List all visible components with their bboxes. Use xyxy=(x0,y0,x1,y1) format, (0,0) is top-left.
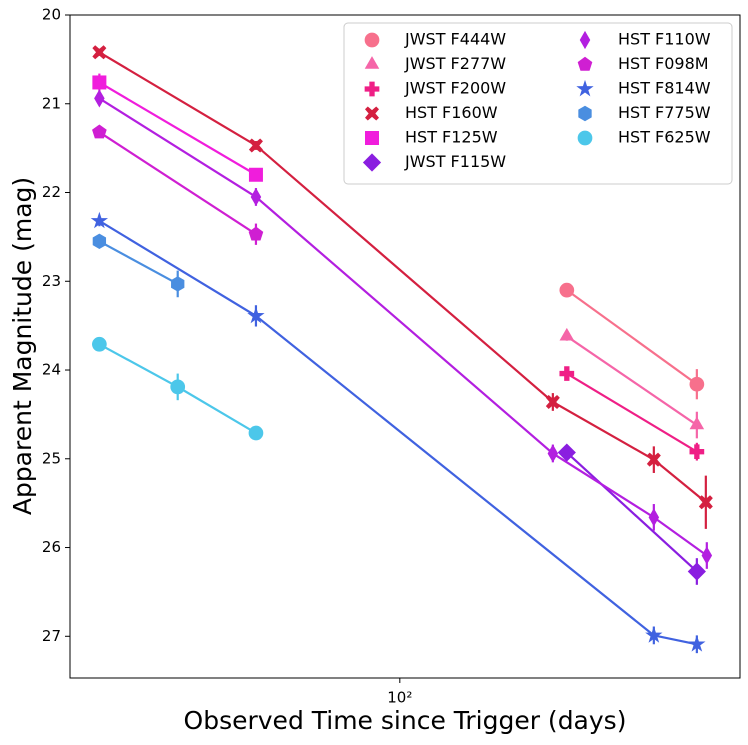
data-point xyxy=(90,211,109,229)
legend-marker xyxy=(362,153,382,172)
legend-marker xyxy=(577,56,593,71)
data-point xyxy=(646,452,661,467)
x-tick-label: 10² xyxy=(387,689,412,707)
data-point xyxy=(247,306,265,324)
data-point xyxy=(698,495,713,510)
legend-label: HST F110W xyxy=(618,30,711,49)
data-point xyxy=(547,444,559,463)
data-point xyxy=(701,546,713,565)
data-point xyxy=(92,45,107,60)
series-line xyxy=(98,81,257,176)
legend-label: HST F098M xyxy=(618,54,709,73)
data-point xyxy=(689,416,705,430)
legend: JWST F444W JWST F277W JWST F200W HST F160W H… xyxy=(343,22,733,185)
legend-label: HST F625W xyxy=(618,128,711,147)
y-tick-label: 27 xyxy=(42,627,61,645)
legend-label: JWST F277W xyxy=(404,54,506,73)
legend-marker xyxy=(576,79,594,97)
legend-marker xyxy=(579,30,591,50)
plot-frame xyxy=(69,14,741,679)
legend-label: JWST F115W xyxy=(404,152,506,171)
legend-label: HST F125W xyxy=(405,128,498,147)
legend-label: HST F814W xyxy=(618,79,711,98)
series-line xyxy=(98,131,257,236)
data-point xyxy=(559,327,575,341)
series-line xyxy=(566,372,698,453)
y-tick-label: 22 xyxy=(42,183,61,201)
data-point xyxy=(92,75,107,90)
legend-label: HST F775W xyxy=(618,103,711,122)
data-point xyxy=(248,226,264,241)
data-point xyxy=(689,376,705,392)
legend-label: JWST F444W xyxy=(404,30,506,49)
y-tick-label: 24 xyxy=(42,361,61,379)
legend-label: JWST F200W xyxy=(404,79,506,98)
data-point xyxy=(250,187,262,207)
data-point xyxy=(92,124,107,139)
data-point xyxy=(645,626,663,643)
data-point xyxy=(689,444,705,460)
data-point xyxy=(557,443,576,462)
series-line xyxy=(98,219,698,646)
legend-marker xyxy=(365,131,379,145)
y-tick-label: 21 xyxy=(42,94,61,112)
data-point xyxy=(545,394,560,409)
data-point xyxy=(559,282,575,298)
data-point xyxy=(248,138,263,153)
data-point xyxy=(92,336,107,352)
data-point xyxy=(559,366,575,381)
y-tick-label: 26 xyxy=(42,538,61,556)
legend-marker xyxy=(365,106,379,121)
y-tick-label: 23 xyxy=(42,272,61,290)
data-point xyxy=(648,508,660,527)
series-line xyxy=(566,335,698,426)
legend-marker xyxy=(577,130,593,146)
y-tick-label: 20 xyxy=(42,6,61,24)
data-point xyxy=(248,167,263,182)
legend-frame xyxy=(343,22,733,185)
series-line xyxy=(98,240,179,285)
data-point xyxy=(248,425,264,441)
legend-marker xyxy=(578,105,592,122)
data-point xyxy=(687,562,706,581)
legend-marker xyxy=(364,81,380,97)
legend-marker xyxy=(364,32,380,48)
data-point xyxy=(94,89,105,108)
data-point xyxy=(171,276,185,292)
y-axis-label: Apparent Magnitude (mag) xyxy=(8,177,37,515)
data-point xyxy=(688,635,706,652)
series-line xyxy=(566,451,698,573)
y-tick-label: 25 xyxy=(42,449,61,467)
x-axis-label: Observed Time since Trigger (days) xyxy=(184,706,627,735)
data-point xyxy=(170,379,186,395)
series-line xyxy=(566,289,698,386)
legend-marker xyxy=(364,56,380,69)
data-point xyxy=(92,233,107,250)
legend-label: HST F160W xyxy=(405,103,498,122)
